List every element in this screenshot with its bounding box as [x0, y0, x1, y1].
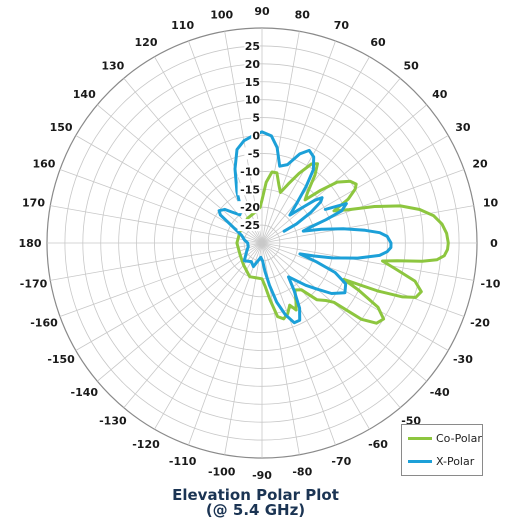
- grid-spoke: [59, 169, 263, 244]
- angle-label: 110: [171, 19, 194, 32]
- legend-swatch-co-polar: [408, 436, 432, 440]
- angle-label: -70: [331, 455, 351, 468]
- angle-label: 40: [432, 88, 448, 101]
- grid-spoke: [123, 242, 263, 408]
- angle-label: -130: [99, 415, 127, 428]
- grid-spoke: [50, 242, 263, 281]
- grid-spoke: [75, 242, 263, 351]
- angle-label: 150: [50, 121, 73, 134]
- radial-label-bg: [237, 219, 260, 232]
- legend-item-co-polar: Co-Polar: [408, 431, 482, 445]
- angle-label: -60: [368, 438, 388, 451]
- angle-label: -20: [470, 316, 490, 329]
- angle-label: 80: [295, 9, 311, 22]
- grid-spoke: [261, 242, 370, 430]
- angle-label: -40: [430, 386, 450, 399]
- legend-label-x-polar: X-Polar: [436, 454, 475, 468]
- grid-spoke: [154, 242, 263, 430]
- angle-label: 70: [334, 19, 350, 32]
- radial-label-bg: [244, 93, 260, 106]
- radial-label-bg: [237, 165, 260, 178]
- radial-label-bg: [244, 39, 260, 52]
- angle-label: 100: [210, 9, 233, 22]
- radial-label-bg: [251, 129, 260, 142]
- radial-tick-label: 10: [245, 94, 261, 107]
- angle-label: 170: [22, 197, 45, 210]
- angle-label: -140: [71, 386, 99, 399]
- legend-label-co-polar: Co-Polar: [436, 431, 482, 445]
- grid-spoke: [261, 169, 465, 244]
- angle-label: -150: [47, 353, 75, 366]
- series-x-polar-line: [217, 130, 393, 325]
- grid-spoke: [261, 31, 300, 244]
- radial-label-bg: [237, 183, 260, 196]
- grid-spoke: [97, 242, 263, 382]
- chart-subtitle: (@ 5.4 GHz): [205, 501, 306, 519]
- series-co-polar-line: [235, 162, 450, 325]
- angle-label: -80: [292, 465, 312, 478]
- grid-spoke: [261, 242, 427, 382]
- angle-label: 180: [19, 237, 42, 250]
- grid-spoke: [261, 78, 401, 244]
- radial-label-bg: [237, 201, 260, 214]
- angle-label: 0: [490, 237, 498, 250]
- grid-spoke: [261, 242, 336, 446]
- angle-label: 30: [455, 121, 471, 134]
- angle-label: -160: [30, 316, 58, 329]
- radial-tick-label: 25: [245, 40, 260, 53]
- grid-spoke: [261, 242, 449, 351]
- angle-label: 130: [101, 59, 124, 72]
- angle-label: -120: [132, 438, 160, 451]
- legend-item-x-polar: X-Polar: [408, 454, 474, 468]
- grid-spoke: [59, 242, 263, 317]
- grid-spoke: [261, 40, 336, 244]
- grid-spoke: [50, 205, 263, 244]
- radial-tick-label: 20: [245, 58, 261, 71]
- grid-spoke: [261, 205, 474, 244]
- angle-label: 120: [135, 36, 158, 49]
- angle-label: -30: [453, 353, 473, 366]
- grid-spoke: [261, 104, 427, 244]
- radial-tick-label: -5: [248, 147, 260, 160]
- radial-label-bg: [244, 147, 260, 160]
- radial-tick-label: -20: [240, 201, 260, 214]
- grid-spoke: [97, 104, 263, 244]
- angle-label: 160: [33, 158, 56, 171]
- polar-grid: [46, 27, 478, 459]
- radial-label-bg: [244, 57, 260, 70]
- radial-tick-label: -10: [240, 165, 260, 178]
- grid-spoke: [261, 56, 370, 244]
- angle-label: -170: [20, 277, 48, 290]
- grid-spoke: [261, 242, 474, 281]
- grid-spoke: [261, 242, 401, 408]
- chart-title-block: Elevation Polar Plot (@ 5.4 GHz): [0, 488, 511, 518]
- radial-tick-label: -15: [240, 183, 260, 196]
- tick-labels: 0102030405060708090100110120130140150160…: [19, 5, 501, 482]
- angle-label: 20: [472, 158, 488, 171]
- chart-title: Elevation Polar Plot: [172, 486, 339, 504]
- grid-spoke: [261, 242, 465, 317]
- angle-label: 140: [73, 88, 96, 101]
- legend-swatch-x-polar: [408, 459, 432, 463]
- angle-label: -90: [252, 469, 272, 482]
- angle-label: 60: [370, 36, 386, 49]
- angle-label: 10: [483, 197, 499, 210]
- radial-tick-label: 0: [252, 130, 260, 143]
- angle-label: -10: [481, 277, 501, 290]
- angle-label: 90: [254, 5, 270, 18]
- radial-tick-label: 15: [245, 76, 260, 89]
- angle-label: -110: [169, 455, 197, 468]
- radial-tick-label: -25: [240, 219, 260, 232]
- angle-label: -100: [208, 465, 236, 478]
- series-group: [217, 130, 450, 325]
- radial-tick-label: 5: [252, 112, 260, 125]
- grid-spoke: [188, 242, 263, 446]
- radial-label-bg: [251, 111, 260, 124]
- legend: Co-Polar X-Polar: [401, 424, 483, 476]
- angle-label: 50: [403, 59, 419, 72]
- radial-label-bg: [244, 75, 260, 88]
